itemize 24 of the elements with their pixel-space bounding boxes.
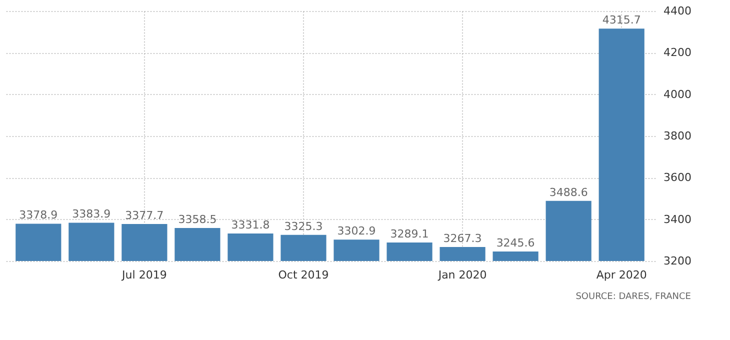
- x-tick-label: Apr 2020: [596, 268, 647, 282]
- y-tick-label: 4400: [664, 4, 692, 18]
- data-label: 3245.6: [496, 236, 535, 250]
- data-label: 3488.6: [549, 186, 588, 199]
- y-tick-label: 3200: [664, 254, 692, 268]
- data-label: 3377.7: [125, 208, 164, 222]
- y-tick-label: 4200: [664, 46, 692, 60]
- data-label: 4315.7: [602, 14, 641, 27]
- data-label: 3289.1: [390, 227, 429, 240]
- source-note: SOURCE: DARES, FRANCE: [576, 292, 692, 302]
- data-label: 3267.3: [443, 232, 482, 245]
- data-label: 3325.3: [284, 220, 323, 233]
- y-tick-label: 3800: [664, 130, 692, 142]
- data-label: 3358.5: [178, 212, 217, 226]
- y-tick-label: 3400: [664, 212, 692, 226]
- y-tick-label: 3600: [664, 171, 692, 184]
- x-tick-label: Jul 2019: [121, 268, 167, 282]
- data-label: 3302.9: [337, 224, 376, 238]
- data-label: 3378.9: [19, 208, 58, 222]
- data-label: 3331.8: [231, 218, 270, 232]
- y-tick-label: 4000: [664, 88, 692, 101]
- data-label: 3383.9: [72, 208, 111, 221]
- x-tick-label: Oct 2019: [278, 268, 329, 282]
- x-tick-label: Jan 2020: [437, 268, 487, 282]
